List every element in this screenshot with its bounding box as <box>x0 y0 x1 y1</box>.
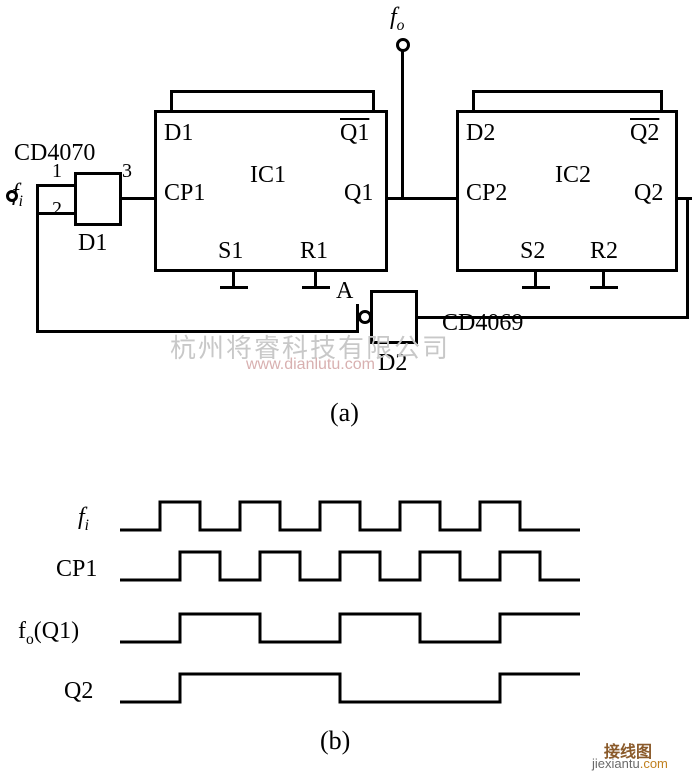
wire-D2-out-right2 <box>432 316 688 319</box>
ic1-R1: R1 <box>300 238 328 265</box>
wire-q2-out <box>678 197 692 200</box>
ic2-CP2: CP2 <box>466 180 507 207</box>
wave-q2 <box>120 668 590 708</box>
ic2-S2: S2 <box>520 238 545 265</box>
gnd-S2-bar <box>522 286 550 289</box>
caption-a: (a) <box>330 398 359 428</box>
timing-row3-label: fo(Q1) <box>18 618 79 649</box>
wire-D1-in1 <box>38 184 74 187</box>
wire-D1-in-join <box>36 184 39 215</box>
gnd-R1-bar <box>302 286 330 289</box>
pin-2: 2 <box>52 198 62 221</box>
timing-row2-label: CP1 <box>56 556 97 583</box>
gate-D2-label: D2 <box>378 350 407 377</box>
ic1-Q1: Q1 <box>344 180 373 207</box>
caption-b: (b) <box>320 726 350 756</box>
wire-D1-in2 <box>38 212 74 215</box>
gnd-R2-stem <box>602 272 605 286</box>
ic2-title: IC2 <box>555 162 591 189</box>
gnd-S1-bar <box>220 286 248 289</box>
wave-cp1 <box>120 546 590 586</box>
ic1-title: IC1 <box>250 162 286 189</box>
wire-D2-out-up <box>686 197 689 319</box>
ic1-D1: D1 <box>164 120 193 147</box>
ic1-S1: S1 <box>218 238 243 265</box>
pin-1: 1 <box>52 160 62 183</box>
label-A: A <box>336 278 353 305</box>
gate-D1-box <box>74 172 122 226</box>
wire-D1-pin2-down <box>36 212 39 332</box>
watermark-url: www.dianlutu.com <box>246 356 375 374</box>
wire-ic1-fb-right <box>372 90 375 112</box>
label-f-out: fo <box>390 4 404 35</box>
label-CD4069: CD4069 <box>442 310 523 337</box>
wire-fout-down <box>401 50 404 200</box>
pin-3: 3 <box>122 160 132 183</box>
ic2-Q2: Q2 <box>634 180 663 207</box>
timing-row4-label: Q2 <box>64 678 93 705</box>
ic1-CP1: CP1 <box>164 180 205 207</box>
wire-q1-cp2 <box>388 197 456 200</box>
gate-D1-label: D1 <box>78 230 107 257</box>
ic2-D2: D2 <box>466 120 495 147</box>
gnd-S2-stem <box>534 272 537 286</box>
gate-D2-bubble <box>358 310 372 324</box>
timing-row1-label: fi <box>78 504 89 535</box>
wire-ic2-fb-right <box>660 90 663 112</box>
gnd-S1-stem <box>232 272 235 286</box>
wave-q1 <box>120 608 590 648</box>
ic1-Q1bar: Q1 <box>340 120 369 147</box>
ic2-Q2bar: Q2 <box>630 120 659 147</box>
wire-ic2-fb-top <box>472 90 663 93</box>
gate-D2-box <box>370 290 418 344</box>
gnd-R2-bar <box>590 286 618 289</box>
gnd-R1-stem <box>314 272 317 286</box>
wire-ic1-fb-top <box>170 90 375 93</box>
wave-fi <box>120 496 590 536</box>
wire-ic1-fb-left <box>170 90 173 112</box>
wire-D2-out-right <box>418 316 432 319</box>
wm-logo-1: 接线图 <box>604 738 652 762</box>
wire-D1-out <box>122 197 154 200</box>
terminal-f-in <box>6 190 18 202</box>
wire-ic2-fb-left <box>472 90 475 112</box>
ic2-R2: R2 <box>590 238 618 265</box>
wm-logo-2: jiexiantu.com <box>592 756 668 771</box>
wire-loop-bottom <box>36 330 358 333</box>
